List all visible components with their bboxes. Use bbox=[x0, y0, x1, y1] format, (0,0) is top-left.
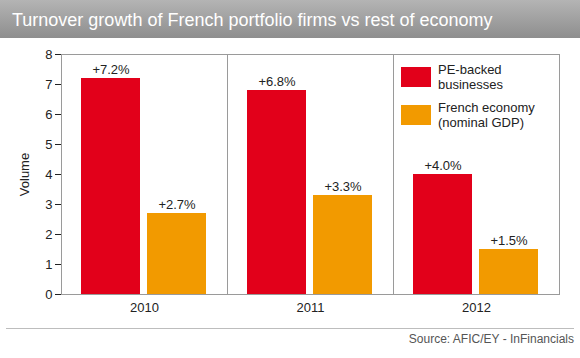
svg-text:1: 1 bbox=[45, 257, 52, 272]
svg-text:2: 2 bbox=[45, 227, 52, 242]
svg-text:+6.8%: +6.8% bbox=[258, 74, 296, 89]
html-text:Source: AFIC/EY - InFinancials: Source: AFIC/EY - InFinancials bbox=[408, 332, 574, 346]
svg-text:2010: 2010 bbox=[130, 300, 159, 315]
svg-text:2012: 2012 bbox=[462, 300, 491, 315]
svg-text:0: 0 bbox=[45, 287, 52, 302]
html-text:PE-backed businesses: PE-backed businesses bbox=[438, 62, 503, 92]
svg-text:2011: 2011 bbox=[297, 300, 325, 315]
svg-text:7: 7 bbox=[45, 77, 52, 92]
html-text:French economy (nominal GDP): French economy (nominal GDP) bbox=[438, 100, 535, 130]
svg-text:+4.0%: +4.0% bbox=[424, 158, 462, 173]
svg-text:+1.5%: +1.5% bbox=[490, 233, 528, 248]
svg-text:8: 8 bbox=[45, 47, 52, 62]
svg-text:+2.7%: +2.7% bbox=[158, 197, 196, 212]
svg-text:+3.3%: +3.3% bbox=[324, 179, 362, 194]
svg-text:Volume: Volume bbox=[17, 153, 32, 196]
svg-text:3: 3 bbox=[45, 197, 52, 212]
svg-text:4: 4 bbox=[45, 167, 52, 182]
svg-text:+7.2%: +7.2% bbox=[92, 62, 130, 77]
html-text:Turnover growth of French port: Turnover growth of French portfolio firm… bbox=[12, 10, 493, 30]
svg-text:6: 6 bbox=[45, 107, 52, 122]
svg-text:5: 5 bbox=[45, 137, 52, 152]
